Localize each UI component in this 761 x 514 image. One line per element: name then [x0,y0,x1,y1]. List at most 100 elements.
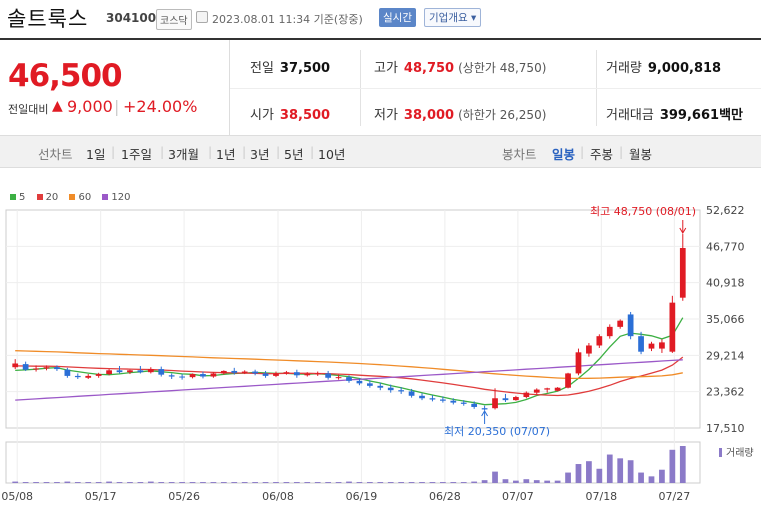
candle-body [314,373,321,375]
candle-body [262,373,269,376]
volume-bar [575,464,582,483]
low-arrow-head [481,410,489,417]
tab-5y[interactable]: 5년 [284,147,304,162]
volume-legend-swatch [719,448,722,457]
candle-body [471,403,478,407]
candle-body [638,336,644,352]
volume-bar [565,472,571,483]
volume-bar [419,482,425,483]
x-tick-label: 06/08 [262,490,294,503]
volume-bar [366,482,373,483]
tab-10y[interactable]: 10년 [318,147,346,162]
candle-body [544,388,551,390]
volume-bar [127,482,133,483]
candle-body [12,363,19,368]
company-info-dropdown[interactable]: 기업개요 ▾ [424,8,482,27]
candle-body [293,372,300,376]
candle-body [387,387,394,391]
tab-3m[interactable]: 3개월 [168,147,199,162]
tab-monthly[interactable]: 월봉 [629,147,653,162]
volume-bar [168,482,175,483]
candle-body [492,398,498,409]
x-tick-label: 06/28 [429,490,461,503]
volume-bar [554,480,561,483]
volume-bar [586,461,592,483]
candle-body [137,370,144,373]
legend-ma5: 5 [10,192,25,203]
change-percent: +24.00% [123,97,198,116]
candle-body [533,389,540,393]
volume-bar [450,482,457,483]
tab-1y[interactable]: 1년 [216,147,236,162]
volume-plot-frame [5,441,701,484]
volume-bar [95,482,102,483]
volume-bar [158,482,165,483]
volume-bar [137,482,144,483]
candle-body [22,364,29,370]
tab-daily[interactable]: 일봉 [552,147,576,162]
realtime-button[interactable]: 실시간 [379,8,416,27]
volume-bar [429,482,436,483]
candle-body [116,370,123,373]
volume-bar [659,469,665,483]
candle-body [440,399,446,401]
volume: 거래량 9,000,818 [606,61,722,76]
volume-bar [627,460,634,483]
ma5-line [15,317,684,406]
open-price: 시가 38,500 [250,108,331,123]
candle-body [596,336,603,346]
candle-body [481,408,488,410]
volume-bar [617,458,624,483]
x-tick-label: 07/18 [585,490,617,503]
volume-bar [335,482,342,483]
x-tick-label: 07/27 [659,490,691,503]
candle-body [586,345,592,354]
candle-body [627,314,634,337]
x-tick-label: 07/07 [502,490,534,503]
line-chart-title: 선차트 [38,147,73,162]
tab-1w[interactable]: 1주일 [121,147,152,162]
trading-amount: 거래대금 399,661백만 [606,108,743,123]
volume-bar [64,481,71,483]
volume-bar [648,476,655,483]
volume-bar [492,471,498,483]
y-tick-label: 29,214 [706,349,745,362]
candle-body [241,371,248,373]
volume-bar [54,482,60,483]
candle-body [460,402,467,404]
volume-bar [440,482,446,483]
tab-1d[interactable]: 1일 [86,147,106,162]
volume-bar [283,482,290,483]
legend-ma120: 120 [102,192,131,203]
volume-bar [304,482,311,483]
candle-body [43,367,50,369]
volume-bar [387,482,394,483]
volume-bar [533,480,540,483]
volume-bar [523,479,530,483]
tab-weekly[interactable]: 주봉 [590,147,614,162]
period-tabs: 선차트 1일 | 1주일 | 3개월 | 1년 | 3년 | 5년 | 10년 … [0,136,761,168]
volume-bar [606,454,613,483]
change-label: 전일대비 [8,103,49,116]
row-divider [230,88,761,89]
volume-bar [356,482,363,483]
candle-body [168,375,175,377]
candle-body [106,370,112,375]
volume-bar [481,480,488,483]
candle-body [408,391,415,396]
candle-body [419,395,425,399]
volume-bar [638,472,644,483]
candle-body [554,387,561,391]
y-tick-label: 17,510 [706,422,745,435]
volume-bar [147,481,154,483]
tab-3y[interactable]: 3년 [250,147,270,162]
candle-body [398,390,405,392]
volume-bar [252,482,258,483]
legend-ma20: 20 [36,192,58,203]
volume-bar [346,481,352,483]
x-tick-label: 05/08 [1,490,33,503]
x-tick-label: 06/19 [346,490,378,503]
candle-body [64,369,71,376]
candle-body [33,368,39,370]
volume-bar [398,482,405,483]
